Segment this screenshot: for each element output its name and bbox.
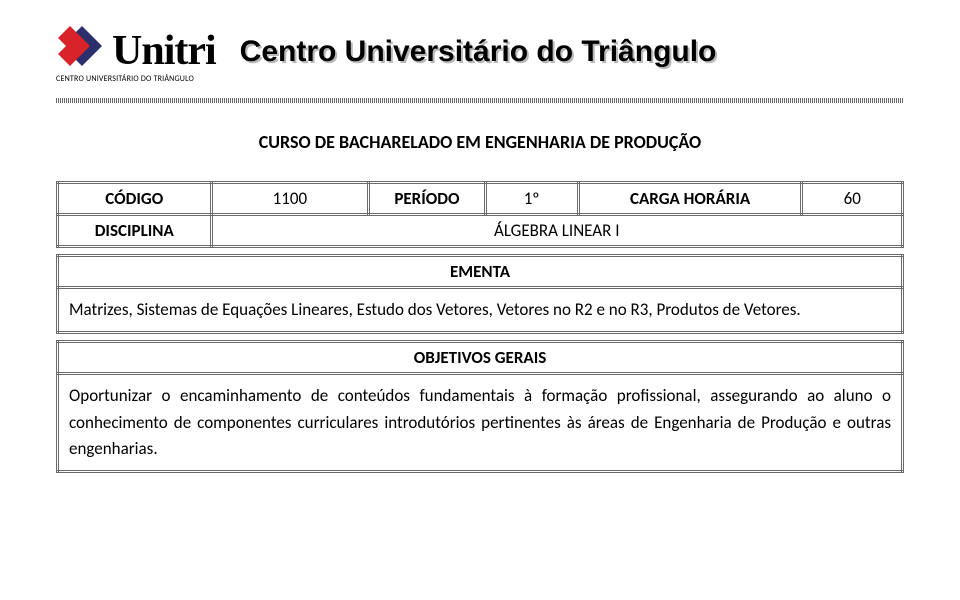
logo-chevron-icon	[56, 20, 108, 72]
discipline-label: DISCIPLINA	[58, 215, 212, 247]
discipline-value: ÁLGEBRA LINEAR I	[211, 215, 903, 247]
table-row: DISCIPLINA ÁLGEBRA LINEAR I	[58, 215, 903, 247]
hours-value: 60	[802, 183, 903, 215]
objetivos-body: Oportunizar o encaminhamento de conteúdo…	[58, 374, 903, 472]
institution-name-wrap: Centro Universitário do Triângulo Centro…	[240, 35, 904, 69]
code-value: 1100	[211, 183, 369, 215]
ementa-table: EMENTA Matrizes, Sistemas de Equações Li…	[56, 254, 904, 334]
table-row: CÓDIGO 1100 PERÍODO 1º CARGA HORÁRIA 60	[58, 183, 903, 215]
logo-wordmark: Unitri	[112, 30, 216, 72]
period-label: PERÍODO	[369, 183, 485, 215]
ementa-heading: EMENTA	[58, 256, 903, 288]
meta-table: CÓDIGO 1100 PERÍODO 1º CARGA HORÁRIA 60 …	[56, 181, 904, 248]
logo-block: Unitri CENTRO UNIVERSITÁRIO DO TRIÂNGULO	[56, 20, 216, 84]
table-row: OBJETIVOS GERAIS	[58, 342, 903, 374]
table-row: Oportunizar o encaminhamento de conteúdo…	[58, 374, 903, 472]
institution-name: Centro Universitário do Triângulo	[240, 35, 717, 68]
period-value: 1º	[485, 183, 578, 215]
horizontal-rule	[56, 98, 904, 103]
header: Unitri CENTRO UNIVERSITÁRIO DO TRIÂNGULO…	[56, 20, 904, 84]
code-label: CÓDIGO	[58, 183, 212, 215]
ementa-body: Matrizes, Sistemas de Equações Lineares,…	[58, 288, 903, 333]
logo-subtext: CENTRO UNIVERSITÁRIO DO TRIÂNGULO	[56, 74, 194, 84]
page: Unitri CENTRO UNIVERSITÁRIO DO TRIÂNGULO…	[0, 0, 960, 600]
table-row: Matrizes, Sistemas de Equações Lineares,…	[58, 288, 903, 333]
logo-row: Unitri	[56, 20, 216, 72]
table-row: EMENTA	[58, 256, 903, 288]
course-title: CURSO DE BACHARELADO EM ENGENHARIA DE PR…	[56, 131, 904, 153]
objetivos-heading: OBJETIVOS GERAIS	[58, 342, 903, 374]
objetivos-table: OBJETIVOS GERAIS Oportunizar o encaminha…	[56, 340, 904, 473]
hours-label: CARGA HORÁRIA	[578, 183, 802, 215]
